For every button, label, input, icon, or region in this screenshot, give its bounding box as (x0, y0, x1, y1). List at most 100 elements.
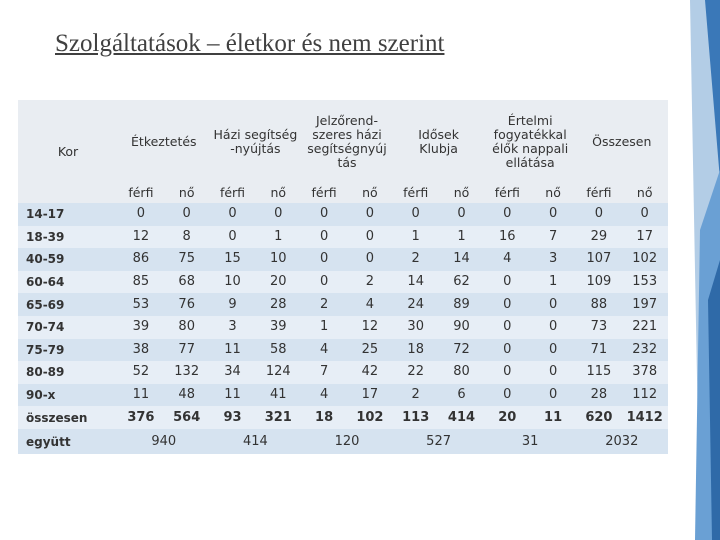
header-line: Klubja (419, 140, 458, 156)
cell: 34 (209, 361, 256, 384)
cell: 11 (209, 338, 256, 362)
cell: 29 (576, 225, 622, 249)
cell: 93 (209, 406, 256, 429)
cell: 0 (301, 248, 347, 271)
sex-header: férfi (209, 183, 256, 203)
cell: 88 (576, 293, 622, 316)
cell: 0 (347, 248, 393, 271)
cell: 0 (347, 225, 393, 249)
sex-header: férfi (118, 183, 164, 203)
cell: 4 (347, 293, 393, 316)
cell: 414 (438, 406, 485, 429)
cell: 0 (163, 203, 210, 226)
row-label: 80-89 (18, 361, 118, 384)
cell: 4 (301, 383, 347, 407)
cell: 89 (438, 293, 485, 316)
sex-header: férfi (301, 183, 347, 203)
cell: 20 (484, 406, 531, 429)
cell: 153 (621, 270, 668, 294)
cell: 39 (118, 316, 164, 339)
header-line: fogyatékkal (493, 126, 567, 142)
cell: 1 (438, 225, 485, 249)
cell: 0 (576, 203, 622, 226)
header-line: -nyújtás (230, 140, 281, 156)
cell: 0 (530, 316, 576, 339)
cell: 1 (301, 316, 347, 339)
header-line: Jelzőrend- (315, 112, 378, 128)
header-line: Étkeztetés (131, 133, 197, 149)
cell: 3 (209, 316, 256, 339)
cell: 28 (576, 383, 622, 407)
cell: 7 (301, 361, 347, 384)
cell: 53 (118, 293, 164, 316)
cell: 14 (392, 270, 439, 294)
total-cell: 120 (301, 429, 393, 454)
cell: 11 (530, 406, 576, 429)
cell: 2 (392, 248, 439, 271)
cell: 0 (118, 203, 164, 226)
total-cell: 527 (392, 429, 485, 454)
cell: 86 (118, 248, 164, 271)
header-line: segítségnyúj (307, 140, 387, 156)
cell: 39 (255, 316, 302, 339)
cell: 221 (621, 316, 668, 339)
cell: 42 (347, 361, 393, 384)
cell: 48 (163, 383, 210, 407)
cell: 0 (530, 293, 576, 316)
cell: 17 (621, 225, 668, 249)
group-header: Házi segítség -nyújtás (209, 100, 302, 183)
cell: 25 (347, 338, 393, 362)
cell: 75 (163, 248, 210, 271)
total-cell: 940 (118, 429, 210, 454)
header-line: Összesen (592, 133, 652, 149)
header-line: szeres házi (312, 126, 382, 142)
cell: 102 (347, 406, 393, 429)
slide-title: Szolgáltatások – életkor és nem szerint (55, 30, 445, 57)
cell: 564 (163, 406, 210, 429)
cell: 0 (484, 203, 531, 226)
header-line: Értelmi (507, 112, 553, 128)
cell: 58 (255, 338, 302, 362)
cell: 62 (438, 270, 485, 294)
cell: 0 (484, 383, 531, 407)
cell: 132 (163, 361, 210, 384)
cell: 0 (530, 361, 576, 384)
cell: 0 (530, 338, 576, 362)
cell: 38 (118, 338, 164, 362)
cell: 16 (484, 225, 531, 249)
sex-header: nő (530, 183, 576, 203)
group-header: Értelmi fogyatékkal élők nappali ellátása (484, 100, 576, 183)
cell: 2 (301, 293, 347, 316)
row-label: 40-59 (18, 248, 118, 271)
cell: 30 (392, 316, 439, 339)
total-cell: 2032 (576, 429, 668, 454)
total-cell: 414 (209, 429, 302, 454)
cell: 0 (438, 203, 485, 226)
cell: 20 (255, 270, 302, 294)
sex-header: férfi (392, 183, 439, 203)
row-label: 18-39 (18, 225, 118, 249)
sex-header: nő (163, 183, 210, 203)
cell: 28 (255, 293, 302, 316)
cell: 0 (392, 203, 439, 226)
cell: 2 (347, 270, 393, 294)
row-label: összesen (18, 406, 118, 429)
cell: 0 (484, 361, 531, 384)
cell: 8 (163, 225, 210, 249)
cell: 1 (530, 270, 576, 294)
cell: 115 (576, 361, 622, 384)
header-line: Házi segítség (213, 126, 298, 142)
sex-header: férfi (484, 183, 531, 203)
cell: 0 (209, 225, 256, 249)
cell: 4 (301, 338, 347, 362)
group-header: Jelzőrend-szeres házi segítségnyúj tás (301, 100, 393, 183)
sex-header: nő (438, 183, 485, 203)
cell: 10 (255, 248, 302, 271)
cell: 11 (118, 383, 164, 407)
cell: 4 (484, 248, 531, 271)
cell: 77 (163, 338, 210, 362)
cell: 68 (163, 270, 210, 294)
header-line: ellátása (505, 154, 555, 170)
